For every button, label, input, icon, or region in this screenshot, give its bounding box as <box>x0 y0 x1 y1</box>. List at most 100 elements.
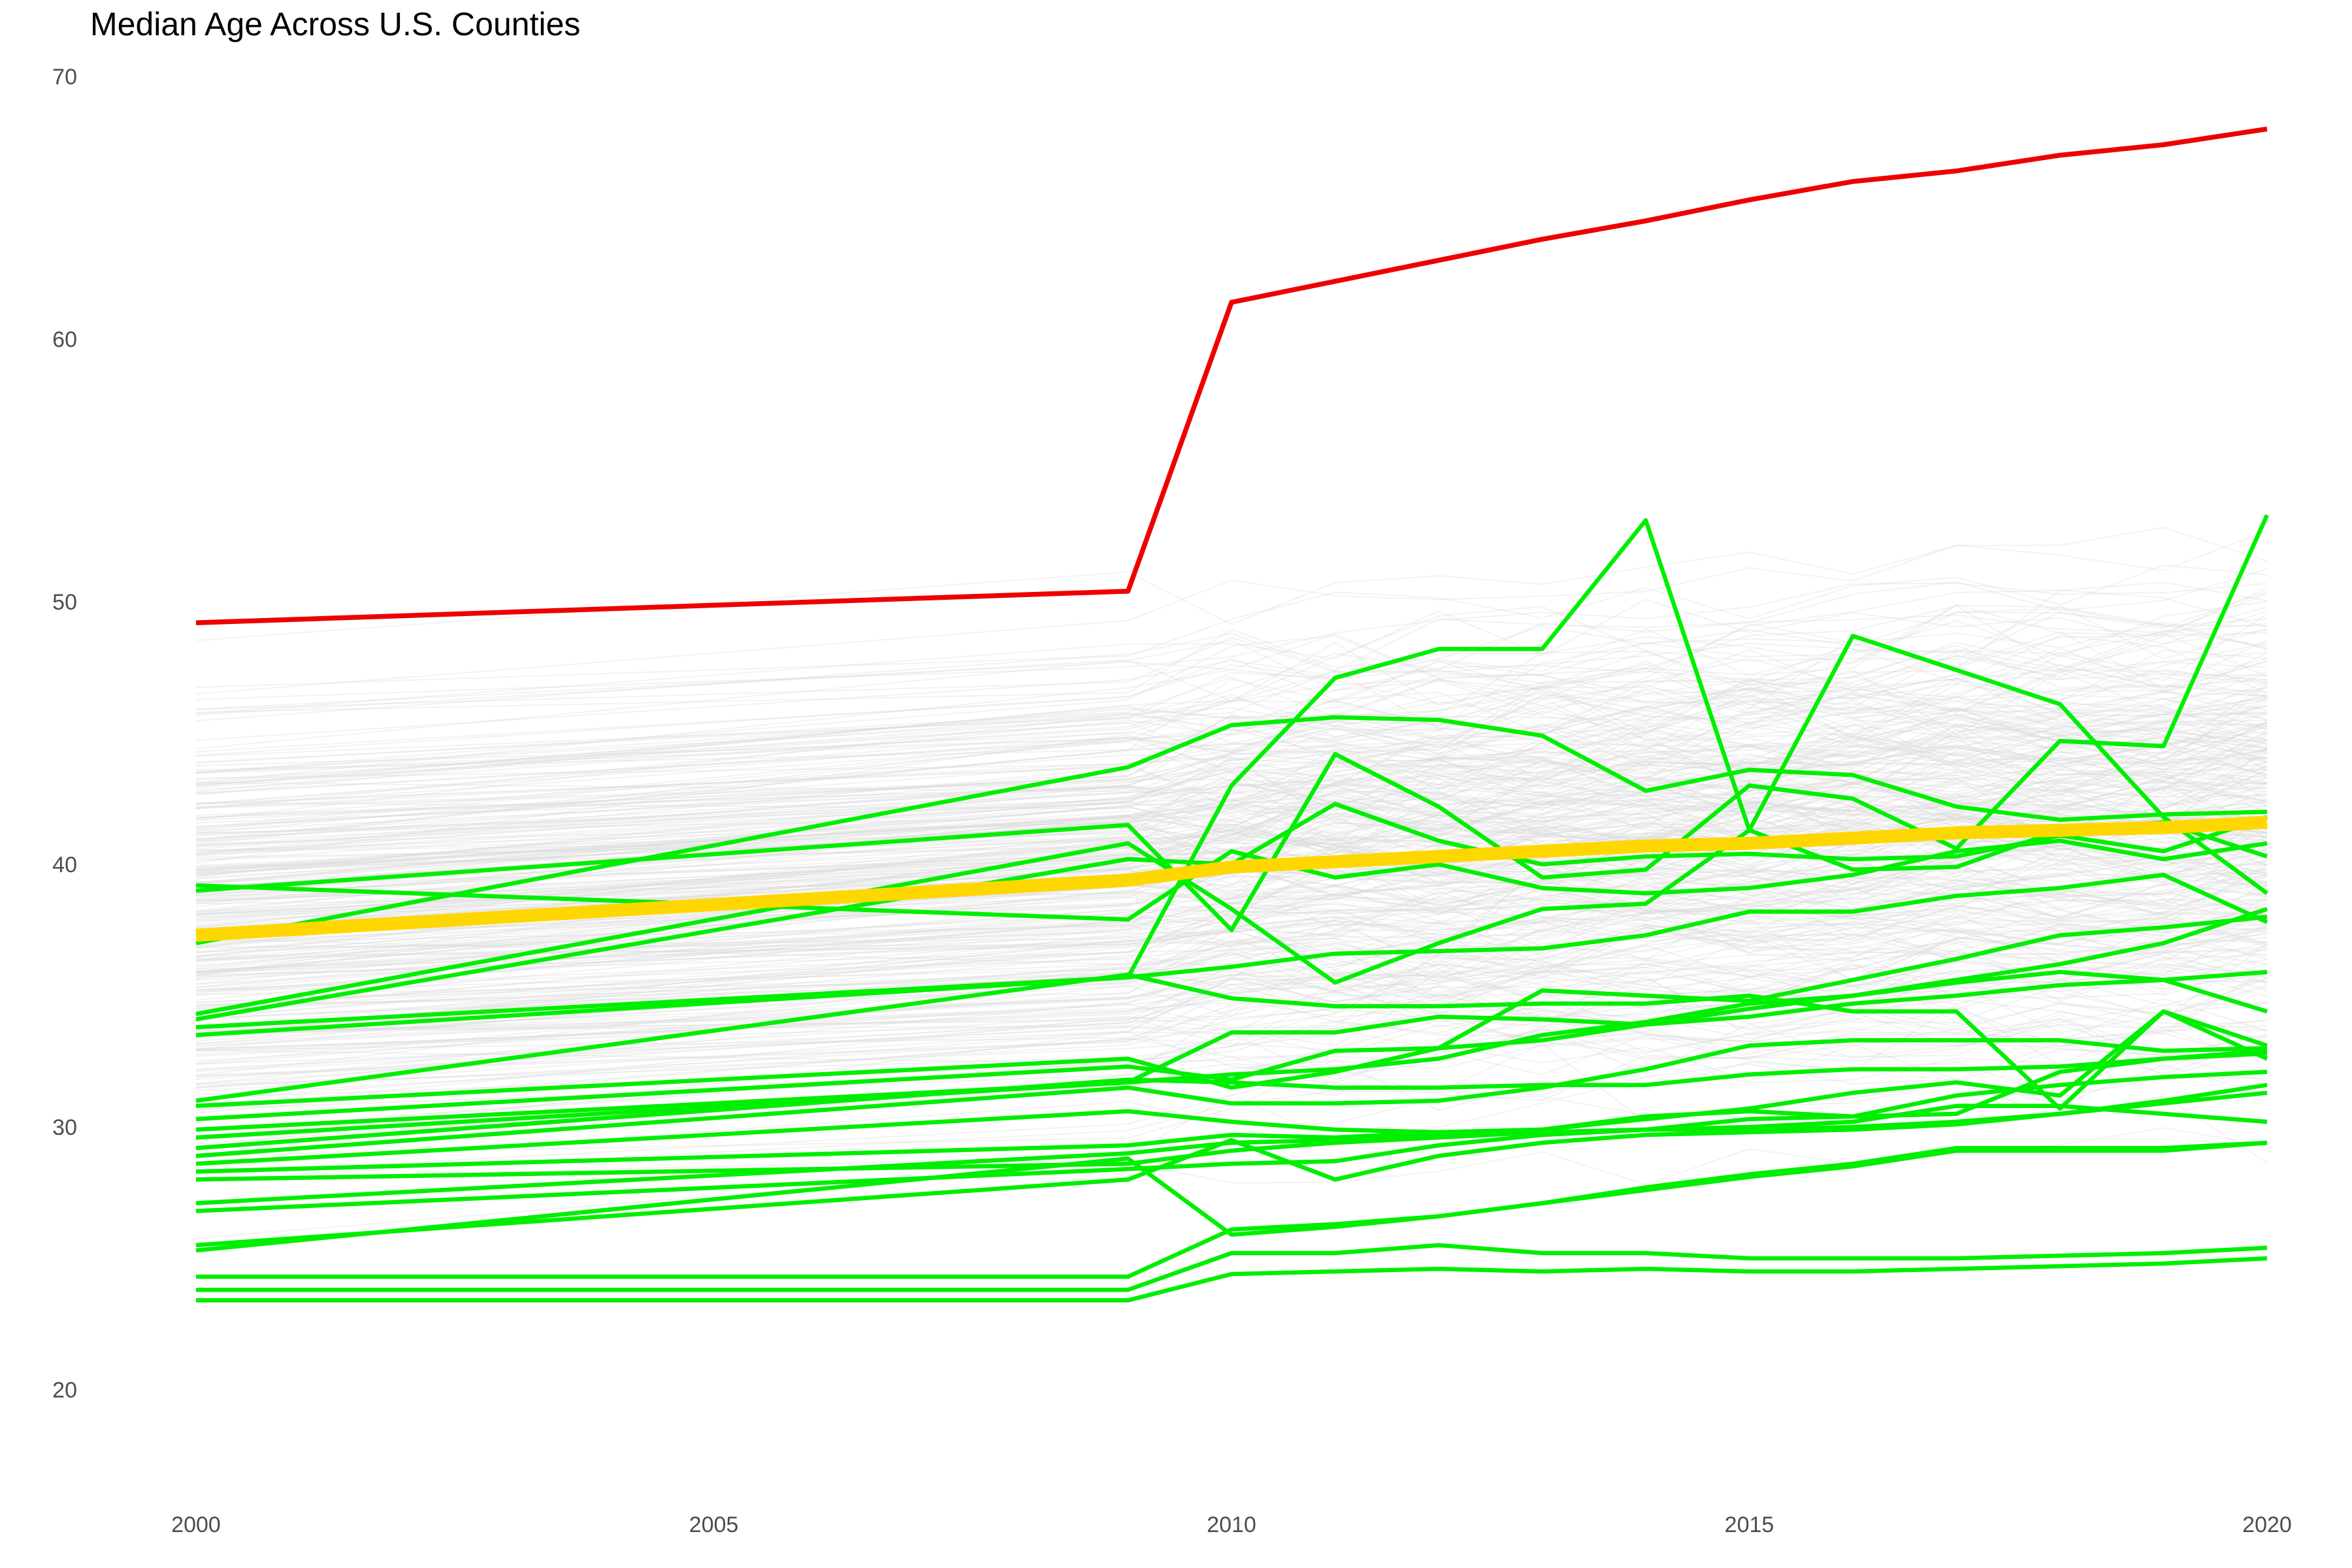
county-line-background <box>195 768 2268 870</box>
county-line-background <box>195 737 2268 872</box>
county-line-background <box>195 608 2268 741</box>
county-line-background <box>195 722 2268 896</box>
county-line-background <box>195 719 2268 840</box>
county-line-background <box>195 634 2268 710</box>
county-line-background <box>195 732 2268 867</box>
county-line-background <box>195 721 2268 832</box>
county-line-background <box>195 758 2268 834</box>
county-line-background <box>195 943 2268 1035</box>
county-line-background <box>195 757 2268 907</box>
county-line-background <box>195 929 2268 1051</box>
county-line-background <box>195 605 2268 791</box>
county-line-background <box>195 859 2268 973</box>
youngest-county-line <box>195 715 2268 945</box>
county-line-background <box>195 589 2268 774</box>
county-line-background <box>195 943 2268 1076</box>
county-line-background <box>195 740 2268 870</box>
county-line-background <box>195 677 2268 808</box>
county-line-background <box>195 708 2268 840</box>
county-line-background <box>195 783 2268 883</box>
county-line-background <box>195 581 2268 749</box>
county-line-background <box>195 860 2268 994</box>
county-line-background <box>195 598 2268 715</box>
county-line-background <box>195 957 2268 1070</box>
youngest-county-lines <box>195 514 2269 1303</box>
county-line-background <box>195 651 2268 793</box>
county-line-background <box>195 970 2268 1057</box>
county-line-background <box>195 898 2268 1035</box>
y-tick-label: 40 <box>52 853 77 877</box>
county-line-background <box>195 753 2268 837</box>
county-line-background <box>195 852 2268 996</box>
county-line-background <box>195 660 2268 787</box>
county-line-background <box>195 984 2268 1160</box>
county-line-background <box>195 711 2268 856</box>
youngest-county-line <box>196 1243 2268 1292</box>
county-line-background <box>195 591 2268 713</box>
youngest-county-line <box>195 1051 2268 1166</box>
y-tick-label: 60 <box>52 327 77 352</box>
county-line-background <box>195 1011 2268 1099</box>
county-line-background <box>195 755 2268 958</box>
county-line-background <box>195 644 2268 828</box>
county-line-background <box>195 725 2268 915</box>
county-line-background <box>195 893 2268 1042</box>
county-line-background <box>195 788 2268 877</box>
county-line-background <box>195 855 2268 947</box>
county-line-background <box>195 923 2268 1019</box>
county-line-background <box>195 968 2268 1114</box>
county-line-background <box>195 870 2268 1020</box>
county-line-background <box>195 912 2268 1080</box>
county-line-background <box>195 668 2268 845</box>
county-line-background <box>195 770 2268 900</box>
county-line-background <box>195 894 2268 962</box>
county-line-background <box>195 798 2268 972</box>
county-line-background <box>195 686 2268 810</box>
county-line-background <box>195 838 2268 915</box>
county-line-background <box>195 623 2268 789</box>
youngest-county-line <box>195 972 2268 1111</box>
county-line-background <box>195 690 2268 834</box>
county-line-background <box>195 851 2268 1031</box>
county-lines-background <box>195 527 2268 1239</box>
county-line-background <box>195 774 2268 883</box>
national-median-line <box>195 815 2268 942</box>
county-line-background <box>195 799 2268 901</box>
y-tick-label: 50 <box>52 590 77 615</box>
county-line-background <box>195 689 2268 794</box>
county-line-background <box>195 908 2268 1053</box>
county-line-background <box>195 642 2268 763</box>
county-line-background <box>195 691 2268 774</box>
county-line-background <box>195 990 2268 1077</box>
county-line-background <box>195 883 2268 1021</box>
county-line-background <box>195 632 2268 796</box>
youngest-county-line <box>195 872 2268 1037</box>
county-line-background <box>195 808 2268 1013</box>
county-line-background <box>195 685 2268 768</box>
county-line-background <box>195 883 2268 992</box>
youngest-county-line <box>195 915 2268 1109</box>
county-line-background <box>195 920 2268 1007</box>
county-line-background <box>195 734 2268 934</box>
county-line-background <box>195 863 2268 979</box>
county-line-background <box>195 1019 2268 1086</box>
county-line-background <box>195 859 2268 985</box>
county-line-background <box>195 681 2268 804</box>
x-axis: 2000 2005 2010 2015 2020 <box>171 1512 2292 1537</box>
county-line-background <box>195 865 2268 1039</box>
county-line-background <box>195 1025 2268 1151</box>
county-line-background <box>195 527 2268 642</box>
county-line-background <box>195 754 2268 873</box>
county-line-background <box>195 696 2268 829</box>
county-line-background <box>195 649 2268 794</box>
county-line-background <box>195 852 2268 991</box>
county-line-background <box>195 898 2268 1018</box>
y-tick-label: 30 <box>52 1115 77 1140</box>
oldest-county-line-path <box>195 126 2268 625</box>
youngest-county-line <box>195 1038 2268 1158</box>
county-line-background <box>195 705 2268 875</box>
county-line-background <box>195 930 2268 1045</box>
youngest-county-line <box>195 970 2268 1132</box>
y-tick-label: 20 <box>52 1378 77 1403</box>
